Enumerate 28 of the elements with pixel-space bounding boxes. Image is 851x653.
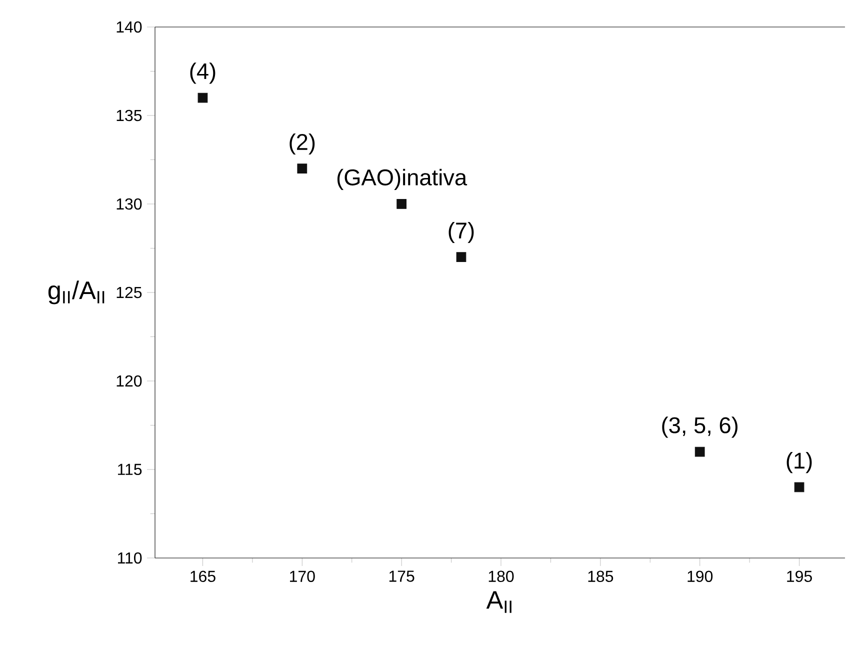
y-tick-label: 115: [118, 464, 142, 476]
x-tick-label: 195: [787, 570, 812, 582]
point: [794, 482, 804, 492]
y-tick-label: 110: [118, 552, 142, 564]
annotation: (2): [290, 133, 315, 155]
x-axis-title: A$_{II}$: [486, 591, 512, 613]
y-axis-title: g$_{II}$/A$_{II}$: [48, 280, 104, 304]
y-tick-label: 130: [116, 198, 142, 210]
annotation: (7): [448, 222, 474, 244]
annotation: (3, 5, 6): [662, 416, 738, 438]
point: [198, 92, 208, 103]
y-tick-label: 135: [116, 110, 142, 122]
y-tick-label: 120: [116, 375, 142, 387]
x-tick-label: 175: [389, 570, 414, 582]
x-tick-label: 185: [588, 570, 614, 582]
annotation: (GAO)inativa: [337, 168, 468, 190]
x-tick-label: 180: [488, 570, 514, 582]
x-tick-label: 165: [190, 570, 216, 582]
point: [456, 252, 466, 262]
annotation: (4): [190, 62, 216, 84]
point: [297, 164, 308, 174]
annotation: (1): [786, 452, 812, 474]
point: [694, 446, 705, 457]
x-tick-label: 190: [688, 570, 713, 582]
x-tick-label: 170: [290, 570, 315, 582]
y-tick-label: 140: [116, 21, 142, 33]
y-tick-label: 125: [116, 286, 142, 298]
point: [396, 199, 407, 209]
